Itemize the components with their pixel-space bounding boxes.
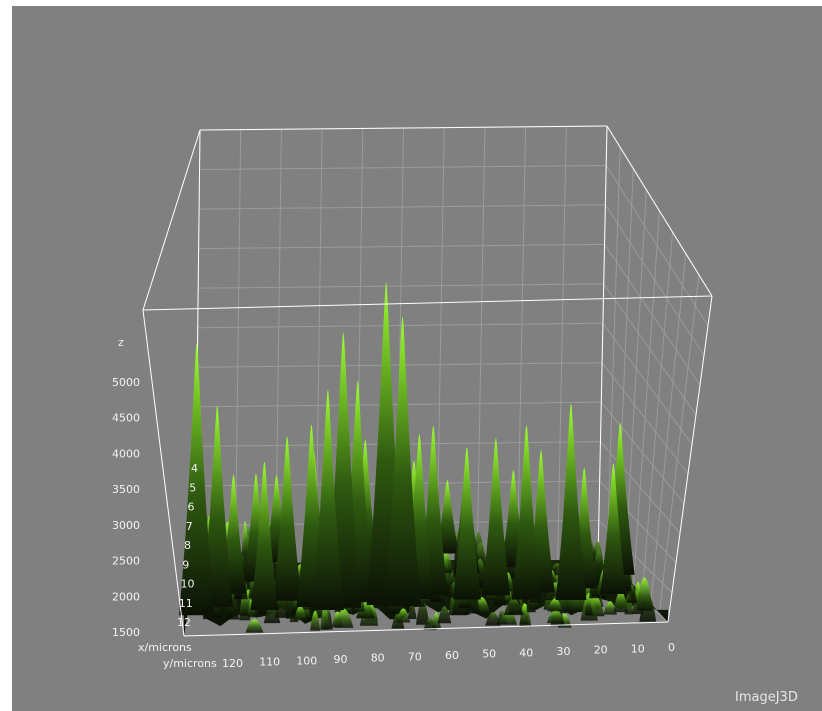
side-grid-line bbox=[641, 232, 674, 599]
back-grid-line bbox=[516, 126, 527, 562]
imagej3d-watermark: ImageJ3D bbox=[735, 690, 798, 705]
surface-peak bbox=[384, 316, 421, 607]
frame-edge bbox=[667, 295, 713, 623]
bounding-box-front bbox=[142, 295, 713, 637]
z-tick-label: 2500 bbox=[112, 555, 140, 568]
surface-bump bbox=[334, 608, 354, 628]
side-grid-line bbox=[650, 253, 687, 607]
surface-bump bbox=[437, 606, 452, 624]
back-grid-line bbox=[234, 129, 242, 565]
frame-edge bbox=[142, 309, 185, 637]
surface-bump bbox=[294, 605, 307, 621]
z-tick-label: 4500 bbox=[112, 412, 140, 425]
frame-edge bbox=[142, 295, 713, 311]
frame-edge bbox=[142, 129, 201, 311]
y-tick-label: 120 bbox=[222, 657, 243, 670]
surface-peak bbox=[600, 463, 627, 594]
z-tick-label: 4000 bbox=[112, 447, 140, 460]
surface-peak bbox=[555, 403, 587, 600]
surface-bump bbox=[310, 610, 321, 631]
side-grid-line bbox=[606, 147, 621, 568]
y-tick-label: 70 bbox=[408, 650, 422, 663]
surface-bump bbox=[547, 598, 563, 612]
x-tick-label: 4 bbox=[191, 462, 198, 475]
y-tick-label: 30 bbox=[557, 645, 571, 658]
y-tick-label: 110 bbox=[259, 656, 280, 669]
side-grid-line bbox=[632, 210, 660, 592]
surface-peak bbox=[311, 389, 344, 610]
y-axis-ticks: 120 110 100 90 80 70 60 50 40 30 20 10 0 bbox=[222, 641, 675, 670]
x-tick-label: 7 bbox=[186, 520, 193, 533]
y-axis-label: y/microns bbox=[163, 657, 217, 670]
z-tick-label: 5000 bbox=[112, 376, 140, 389]
x-axis-ticks: 4 5 6 7 8 9 10 11 12 bbox=[177, 462, 198, 629]
surface-bump bbox=[407, 602, 417, 619]
surface-bump bbox=[519, 603, 529, 625]
y-tick-label: 10 bbox=[631, 642, 645, 655]
surface-bump bbox=[320, 604, 330, 630]
x-tick-label: 5 bbox=[189, 481, 196, 494]
surface-bump bbox=[396, 608, 411, 623]
surface-bump bbox=[546, 609, 565, 624]
frame-edge bbox=[199, 125, 608, 131]
surface-bump bbox=[245, 619, 264, 633]
surface-bump bbox=[584, 601, 593, 616]
back-grid-line bbox=[476, 127, 486, 562]
surface-bump bbox=[503, 598, 524, 616]
back-grid-line bbox=[198, 283, 604, 289]
surface-peak bbox=[452, 447, 481, 600]
y-tick-label: 20 bbox=[594, 644, 608, 657]
x-tick-label: 9 bbox=[182, 558, 189, 571]
back-grid-line bbox=[557, 126, 567, 561]
frame-edge bbox=[183, 621, 669, 637]
x-tick-label: 11 bbox=[179, 597, 193, 610]
surface-peak bbox=[179, 343, 215, 616]
z-axis-ticks: 5000 4500 4000 3500 3000 2500 2000 1500 bbox=[112, 376, 140, 639]
back-grid-line bbox=[197, 322, 603, 329]
surface-bump bbox=[613, 590, 628, 613]
back-grid-line bbox=[199, 204, 606, 210]
back-grid-line bbox=[199, 164, 607, 171]
surface-bump bbox=[431, 612, 441, 629]
surface-spikes bbox=[179, 282, 635, 616]
y-tick-label: 0 bbox=[668, 641, 675, 654]
z-axis-label: z bbox=[118, 336, 124, 349]
surface-bump bbox=[603, 601, 617, 615]
x-tick-label: 12 bbox=[177, 616, 191, 629]
y-tick-label: 80 bbox=[371, 652, 385, 665]
y-tick-label: 40 bbox=[519, 646, 533, 659]
y-tick-label: 60 bbox=[445, 649, 459, 662]
surface-peak bbox=[272, 436, 302, 601]
frame-edge bbox=[606, 125, 713, 297]
x-tick-label: 8 bbox=[184, 539, 191, 552]
back-grid-line bbox=[198, 243, 605, 250]
surface-peak bbox=[481, 438, 511, 596]
z-tick-label: 3000 bbox=[112, 519, 140, 532]
y-tick-label: 90 bbox=[334, 653, 348, 666]
surface-peak bbox=[511, 425, 542, 600]
x-tick-label: 6 bbox=[188, 501, 195, 514]
surface-bump bbox=[485, 612, 501, 626]
surface-bump bbox=[415, 599, 430, 625]
z-tick-label: 3500 bbox=[112, 483, 140, 496]
y-tick-label: 100 bbox=[296, 654, 317, 667]
z-tick-label: 1500 bbox=[112, 626, 140, 639]
x-tick-label: 10 bbox=[181, 578, 195, 591]
x-axis-label: x/microns bbox=[138, 641, 192, 654]
z-tick-label: 2000 bbox=[112, 590, 140, 603]
side-grid-line bbox=[658, 274, 700, 615]
y-tick-label: 50 bbox=[482, 648, 496, 661]
frame-edge bbox=[597, 125, 608, 561]
surface-peak bbox=[250, 461, 279, 610]
surface-bump bbox=[636, 577, 653, 611]
